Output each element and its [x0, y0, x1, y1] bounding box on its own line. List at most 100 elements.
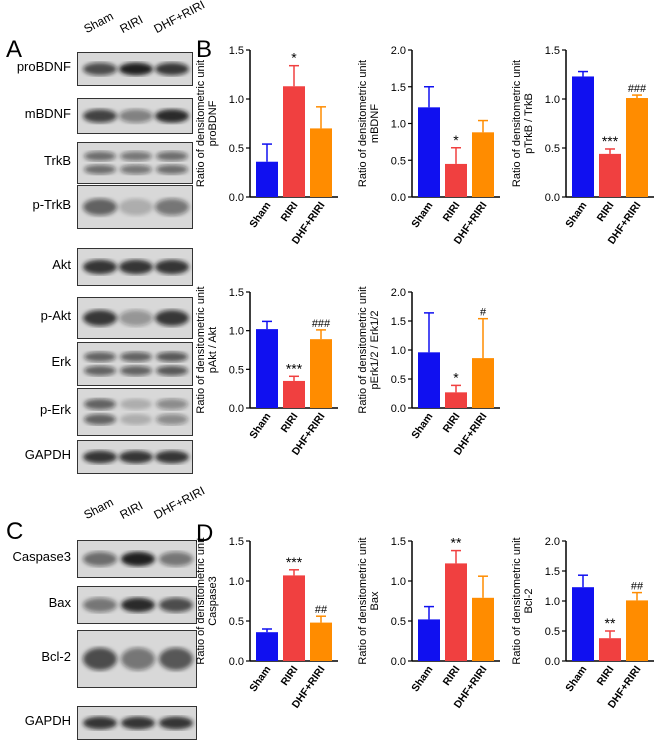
chart-4-ylabel-line1: Ratio of densitometric unit	[357, 286, 369, 413]
chart-7-ytick-label-2: 1.0	[545, 596, 560, 608]
chart-2-annotation-1: ***	[602, 133, 619, 149]
chart-7-ylabel-line2: Bcl-2	[523, 588, 535, 613]
chart-0-category-0: Sham	[247, 200, 273, 230]
chart-1-ytick-label-2: 1.0	[391, 119, 406, 131]
chart-2-ylabel-line1: Ratio of densitometric unit	[511, 60, 523, 187]
chart-2-bar-1	[599, 153, 621, 197]
chart-3-ytick-label-0: 0.0	[229, 403, 244, 415]
chart-3-ylabel-line1: Ratio of densitometric unit	[195, 286, 207, 413]
blot-strip-mbdnf	[77, 98, 193, 134]
chart-6-category-1: RIRI	[441, 664, 463, 688]
blot-strip-p-trkb	[77, 185, 193, 229]
chart-7-ytick-label-4: 2.0	[545, 536, 560, 548]
chart-0-bar-2	[310, 128, 332, 197]
chart-6-bar-1	[445, 563, 467, 661]
chart-4-annotation-2: #	[480, 307, 487, 319]
chart-6-annotation-1: **	[451, 535, 462, 551]
chart-5-ytick-label-3: 1.5	[229, 536, 244, 548]
chart-5-ytick-label-0: 0.0	[229, 656, 244, 668]
chart-1-ylabel-line2: mBDNF	[369, 104, 381, 143]
chart-3-category-0: Sham	[247, 411, 273, 441]
chart-5-ylabel-line1: Ratio of densitometric unit	[195, 537, 207, 664]
blot-strip-bax	[77, 586, 197, 624]
chart-1-ytick-label-1: 0.5	[391, 155, 406, 167]
panel-letter-c: C	[6, 518, 24, 545]
chart-3-ylabel-line2: pAkt / Akt	[207, 327, 219, 373]
chart-6-ytick-label-0: 0.0	[391, 656, 406, 668]
chart-2-category-0: Sham	[563, 200, 589, 230]
chart-7-ylabel-line1: Ratio of densitometric unit	[511, 537, 523, 664]
chart-1-category-1: RIRI	[441, 200, 463, 224]
chart-5-category-1: RIRI	[279, 664, 301, 688]
chart-0-bar-0	[256, 161, 278, 197]
chart-0-ytick-label-2: 1.0	[229, 94, 244, 106]
blot-row-label-gapdh: GAPDH	[24, 447, 71, 462]
chart-4-ylabel-line2: pErk1/2 / Erk1/2	[369, 311, 381, 390]
chart-0-category-1: RIRI	[279, 200, 301, 224]
chart-7-bar-1	[599, 638, 621, 661]
chart-6-ylabel-line2: Bax	[369, 591, 381, 610]
blot-strip-akt	[77, 248, 193, 286]
blot-row-label-akt: Akt	[52, 257, 71, 272]
chart-4-bar-2	[472, 358, 494, 408]
chart-6-bar-0	[418, 619, 440, 661]
chart-6-ytick-label-3: 1.5	[391, 536, 406, 548]
chart-2-bar-2	[626, 98, 648, 197]
chart-0-ytick-label-3: 1.5	[229, 45, 244, 57]
chart-0-annotation-1: *	[291, 50, 297, 66]
chart-7-ytick-label-0: 0.0	[545, 656, 560, 668]
chart-4-ytick-label-1: 0.5	[391, 374, 406, 386]
chart-6-ylabel-line1: Ratio of densitometric unit	[357, 537, 369, 664]
panel-letter-b: B	[196, 36, 213, 63]
chart-7-annotation-1: **	[605, 615, 616, 631]
chart-5-bar-1	[283, 575, 305, 661]
chart-7-bar-2	[626, 600, 648, 661]
panel-letter-a: A	[6, 36, 23, 63]
blot-row-label-gapdh: GAPDH	[24, 713, 71, 728]
blot-row-label-erk: Erk	[51, 354, 72, 369]
chart-6-ytick-label-2: 1.0	[391, 576, 406, 588]
chart-4-ytick-label-3: 1.5	[391, 316, 406, 328]
blot-strip-probdnf	[77, 52, 193, 86]
chart-7-ytick-label-3: 1.5	[545, 566, 560, 578]
chart-5-ytick-label-1: 0.5	[229, 616, 244, 628]
blot-row-label-caspase3: Caspase3	[12, 549, 71, 564]
chart-1-ytick-label-0: 0.0	[391, 192, 406, 204]
chart-4-bar-0	[418, 352, 440, 408]
chart-4-ytick-label-2: 1.0	[391, 345, 406, 357]
blot-row-label-bcl-2: Bcl-2	[41, 649, 71, 664]
blot-strip-p-erk	[77, 388, 193, 436]
blot-strip-erk	[77, 342, 193, 386]
chart-0-bar-1	[283, 86, 305, 197]
chart-4-annotation-1: *	[453, 369, 459, 385]
chart-5-ylabel-line2: Caspase3	[207, 576, 219, 626]
chart-1-category-0: Sham	[409, 200, 435, 230]
blot-strip-caspase3	[77, 540, 197, 578]
blot-strip-p-akt	[77, 297, 193, 339]
blot-row-label-mbdnf: mBDNF	[24, 106, 71, 121]
chart-3-ytick-label-3: 1.5	[229, 287, 244, 299]
chart-0-ytick-label-1: 0.5	[229, 143, 244, 155]
chart-3-bar-0	[256, 329, 278, 408]
chart-7-category-0: Sham	[563, 664, 589, 694]
chart-4-category-0: Sham	[409, 411, 435, 441]
chart-2-ytick-label-1: 0.5	[545, 143, 560, 155]
chart-3-bar-2	[310, 339, 332, 408]
blot-row-label-bax: Bax	[48, 595, 71, 610]
chart-5-bar-0	[256, 632, 278, 661]
blot-row-label-p-erk: p-Erk	[39, 402, 71, 417]
chart-3-bar-1	[283, 380, 305, 408]
chart-3-category-1: RIRI	[279, 411, 301, 435]
chart-2-ytick-label-2: 1.0	[545, 94, 560, 106]
chart-6-category-0: Sham	[409, 664, 435, 694]
chart-5-category-0: Sham	[247, 664, 273, 694]
chart-6-ytick-label-1: 0.5	[391, 616, 406, 628]
chart-7-ytick-label-1: 0.5	[545, 626, 560, 638]
chart-3-ytick-label-2: 1.0	[229, 326, 244, 338]
chart-3-annotation-2: ###	[312, 318, 331, 330]
chart-1-ytick-label-4: 2.0	[391, 45, 406, 57]
blot-row-label-probdnf: proBDNF	[16, 59, 71, 74]
chart-2-ytick-label-0: 0.0	[545, 192, 560, 204]
chart-2-ylabel-line2: pTrkB / TrkB	[523, 93, 535, 154]
